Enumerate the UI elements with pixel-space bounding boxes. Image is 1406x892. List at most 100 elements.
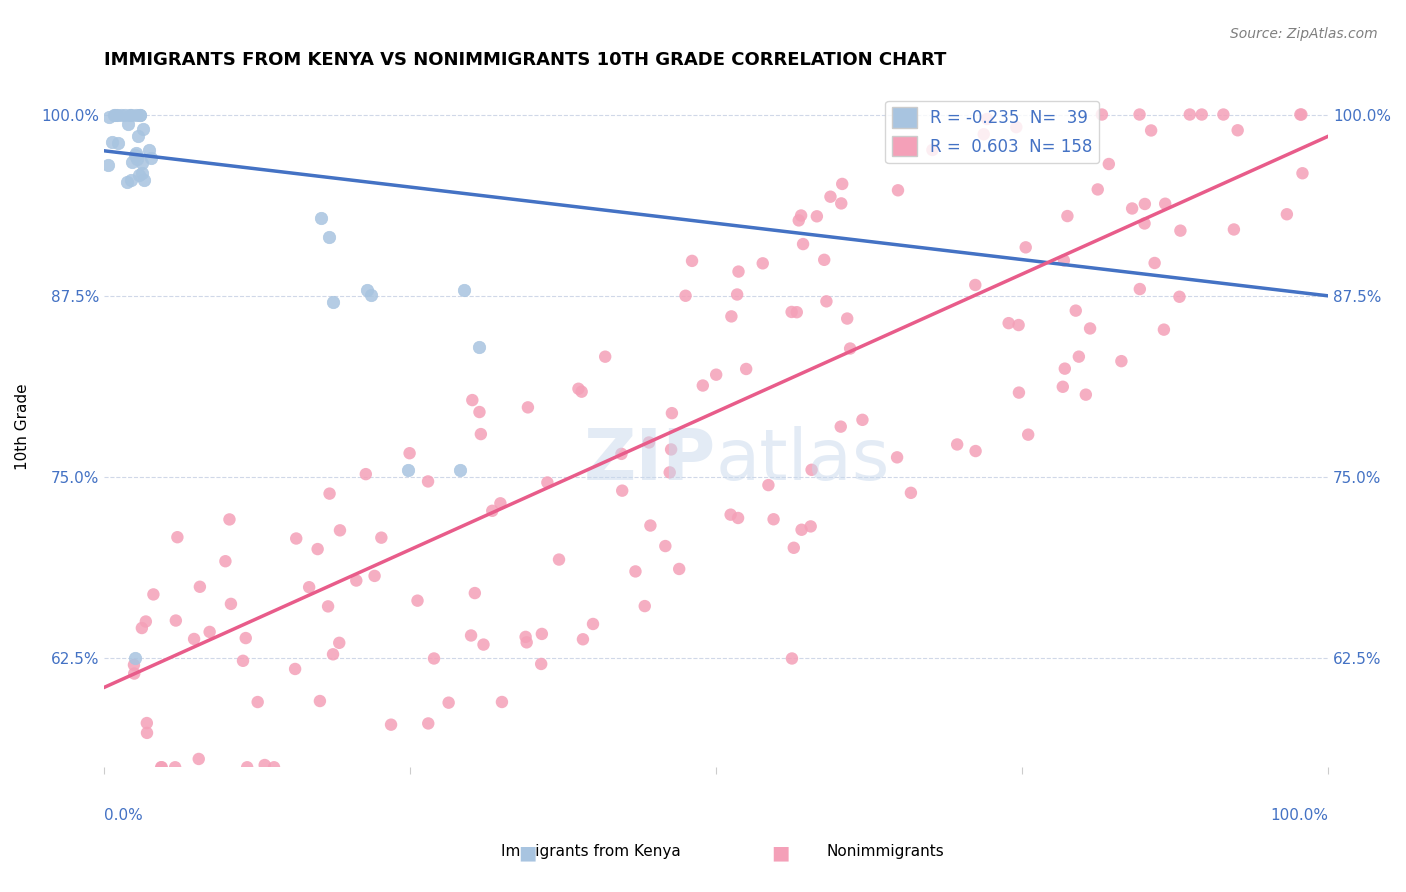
Point [232, 654, 254, 668]
Point [530, 627, 553, 641]
Point [1129, 282, 1152, 296]
Point [640, 518, 662, 533]
Point [1098, 157, 1121, 171]
Point [423, 651, 446, 665]
Point [786, 305, 808, 319]
Point [437, 696, 460, 710]
Point [654, 539, 676, 553]
Point [1191, 107, 1213, 121]
Point [548, 552, 571, 566]
Point [309, 211, 332, 226]
Point [150, 760, 173, 774]
Point [122, 657, 145, 672]
Point [692, 378, 714, 392]
Point [416, 475, 439, 489]
Point [1226, 123, 1249, 137]
Point [398, 446, 420, 460]
Point [1291, 166, 1313, 180]
Point [921, 143, 943, 157]
Point [1212, 107, 1234, 121]
Point [567, 382, 589, 396]
Point [800, 463, 823, 477]
Point [1007, 318, 1029, 332]
Point [806, 209, 828, 223]
Point [122, 666, 145, 681]
Point [1008, 385, 1031, 400]
Point [997, 316, 1019, 330]
Point [468, 340, 491, 354]
Point [790, 523, 813, 537]
Point [453, 283, 475, 297]
Point [792, 237, 814, 252]
Point [218, 512, 240, 526]
Point [946, 437, 969, 451]
Point [735, 362, 758, 376]
Point [1064, 303, 1087, 318]
Point [725, 287, 748, 301]
Point [253, 758, 276, 772]
Point [1091, 107, 1114, 121]
Point [235, 631, 257, 645]
Point [165, 614, 187, 628]
Point [1168, 290, 1191, 304]
Point [1053, 253, 1076, 268]
Point [472, 638, 495, 652]
Point [188, 580, 211, 594]
Point [1291, 107, 1313, 121]
Point [681, 253, 703, 268]
Point [572, 632, 595, 647]
Point [142, 587, 165, 601]
Point [489, 496, 512, 510]
Point [612, 483, 634, 498]
Point [464, 586, 486, 600]
Point [214, 554, 236, 568]
Point [973, 128, 995, 142]
Text: ■: ■ [517, 843, 537, 862]
Point [1275, 207, 1298, 221]
Point [1111, 354, 1133, 368]
Point [316, 599, 339, 614]
Point [246, 695, 269, 709]
Point [131, 621, 153, 635]
Point [97, 157, 120, 171]
Point [363, 569, 385, 583]
Point [886, 450, 908, 465]
Point [470, 427, 492, 442]
Point [720, 310, 742, 324]
Point [166, 530, 188, 544]
Point [121, 155, 143, 169]
Point [124, 145, 146, 160]
Text: Nonimmigrants: Nonimmigrants [827, 845, 945, 859]
Text: 0.0%: 0.0% [104, 808, 143, 823]
Point [661, 406, 683, 420]
Point [120, 172, 142, 186]
Point [638, 435, 661, 450]
Point [1074, 387, 1097, 401]
Point [815, 294, 838, 309]
Point [131, 121, 153, 136]
Point [965, 444, 987, 458]
Point [150, 760, 173, 774]
Point [380, 717, 402, 731]
Point [1154, 196, 1177, 211]
Point [1087, 182, 1109, 196]
Point [1289, 107, 1312, 121]
Point [516, 635, 538, 649]
Point [103, 108, 125, 122]
Point [790, 209, 813, 223]
Point [370, 531, 392, 545]
Point [135, 615, 157, 629]
Point [284, 662, 307, 676]
Point [758, 478, 780, 492]
Point [820, 190, 842, 204]
Point [1133, 197, 1156, 211]
Point [831, 177, 853, 191]
Point [1052, 380, 1074, 394]
Point [460, 628, 482, 642]
Point [593, 350, 616, 364]
Point [329, 524, 352, 538]
Point [236, 760, 259, 774]
Point [100, 135, 122, 149]
Point [125, 107, 148, 121]
Point [1178, 107, 1201, 121]
